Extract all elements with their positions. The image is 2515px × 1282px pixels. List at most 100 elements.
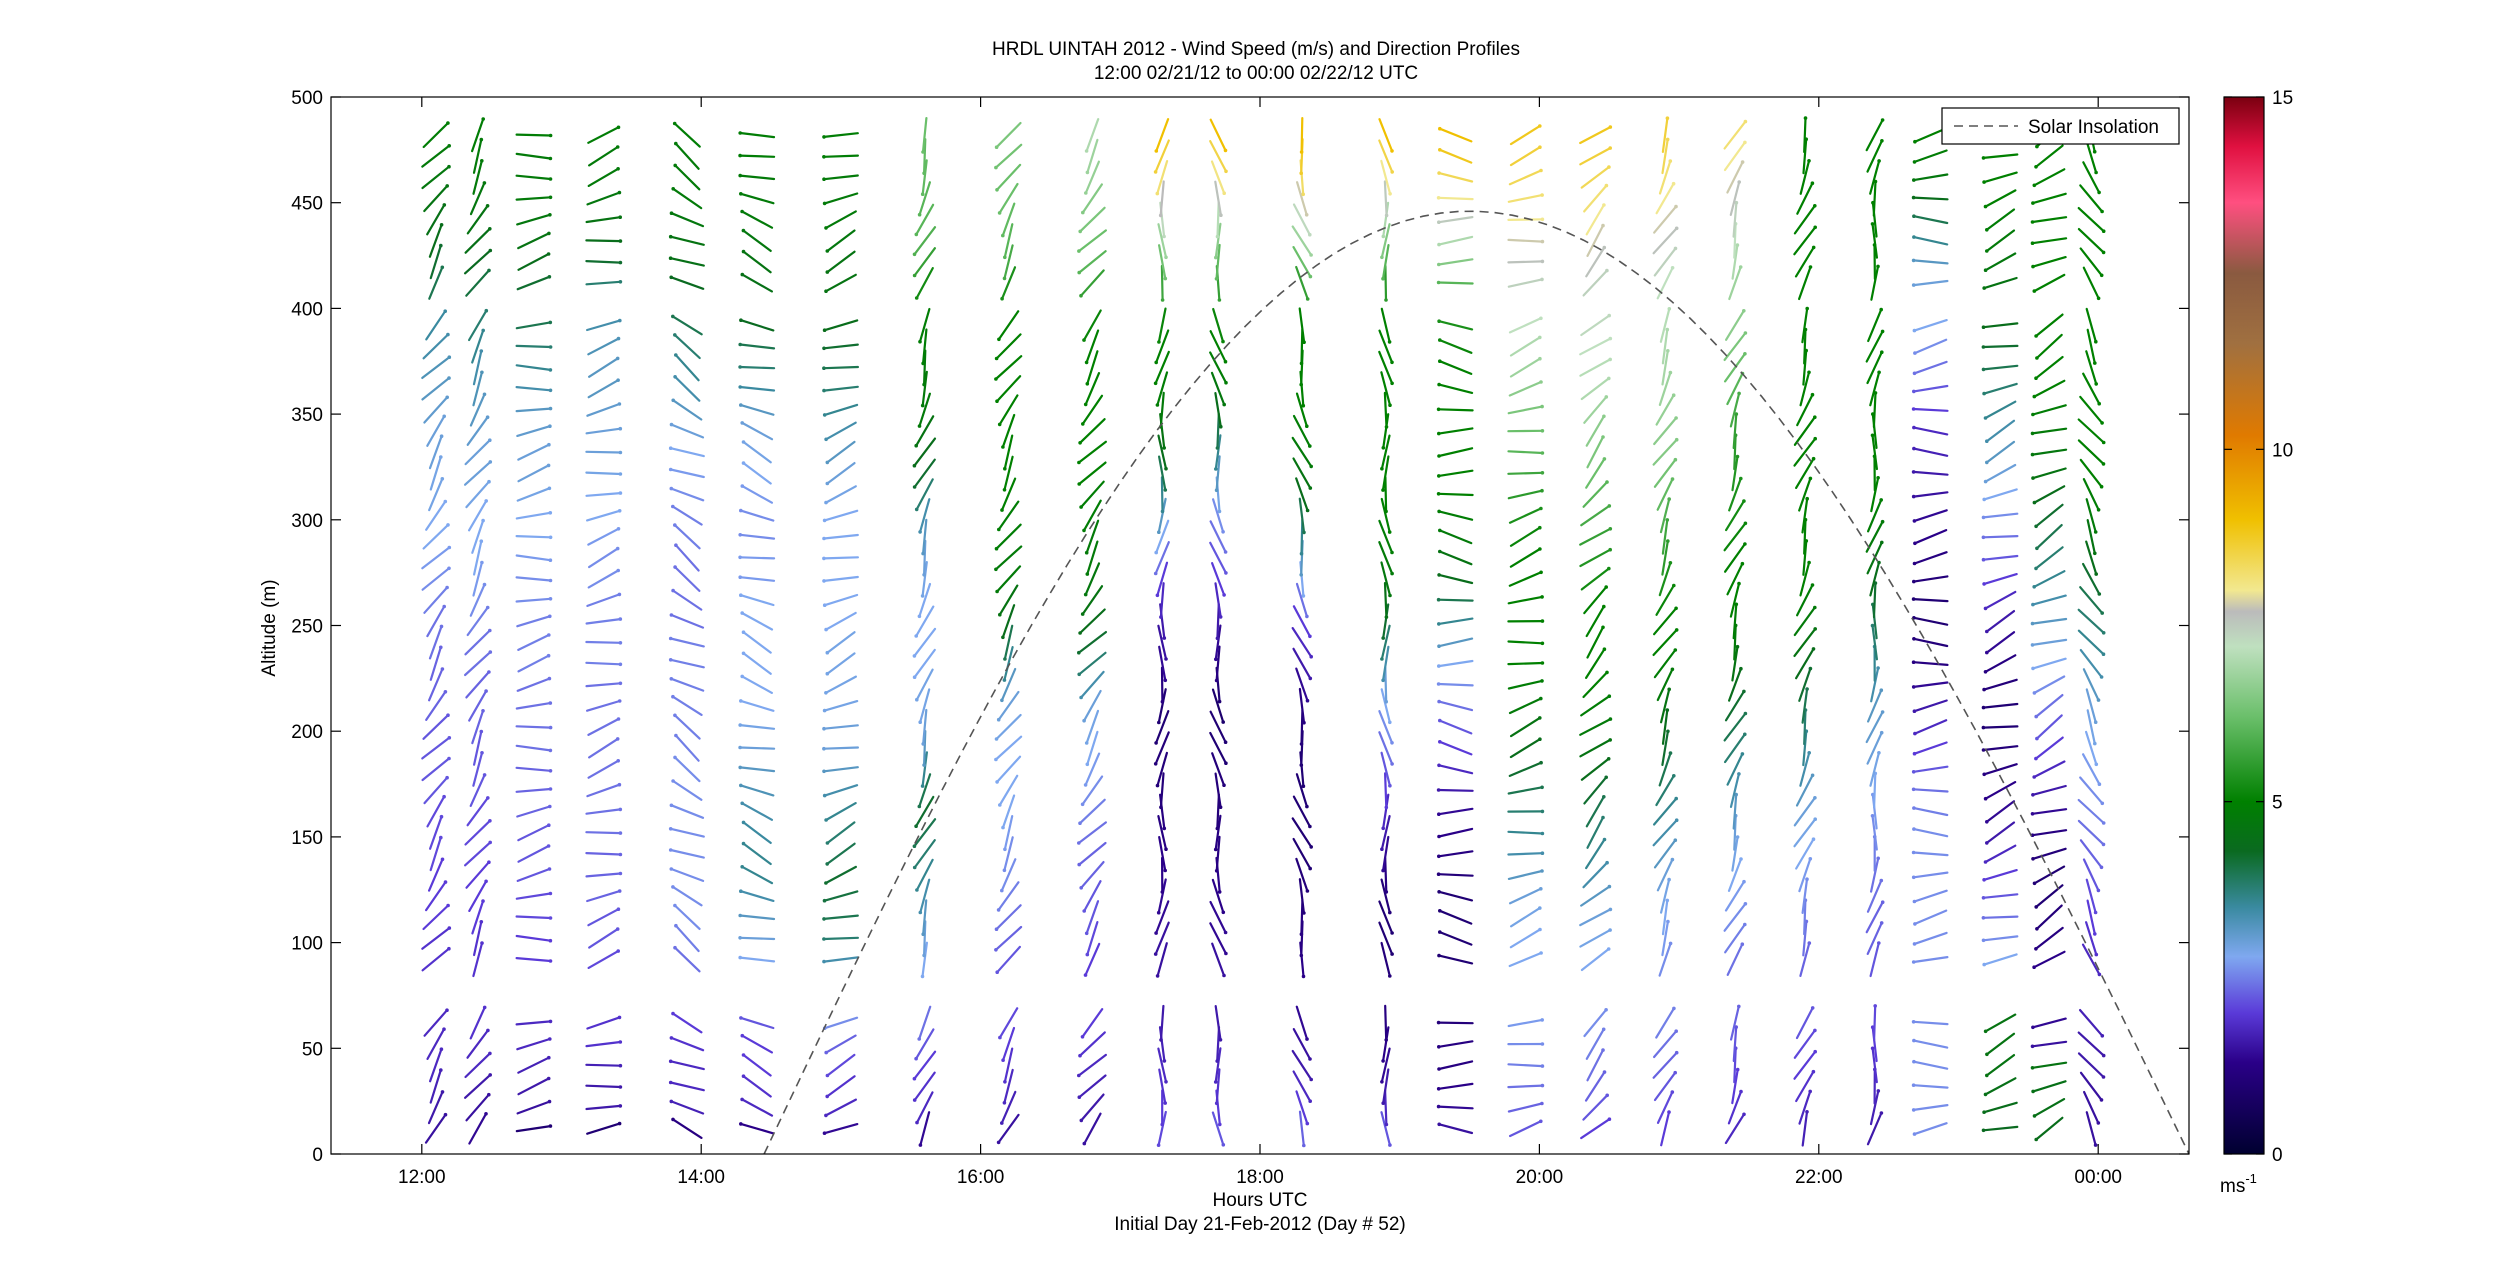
wind-vector-head [1811, 1069, 1816, 1074]
wind-vector-head [447, 736, 452, 740]
wind-vector-head [1743, 331, 1748, 335]
wind-vector [1509, 928, 1542, 949]
wind-vector [1084, 372, 1101, 406]
wind-vector [1583, 184, 1608, 213]
wind-vector [1437, 1082, 1474, 1090]
wind-vector [469, 773, 486, 808]
wind-vector-head [1743, 732, 1747, 737]
wind-vector [585, 509, 621, 522]
wind-vector-head [1982, 391, 1986, 396]
wind-vector [2032, 950, 2066, 969]
wind-vector [464, 249, 492, 275]
wind-vector-head [1912, 899, 1917, 904]
wind-vector [473, 920, 483, 957]
wind-vector-head [488, 840, 493, 845]
wind-vector [1871, 624, 1879, 661]
wind-vector-head [1668, 159, 1673, 163]
wind-vector [471, 117, 485, 153]
wind-vector [822, 956, 859, 963]
wind-vector-head [618, 1085, 623, 1089]
wind-vector [585, 831, 622, 835]
wind-vector-head [481, 328, 486, 333]
wind-vector [421, 377, 451, 401]
wind-vector [1866, 921, 1883, 956]
wind-vector-head [1222, 973, 1226, 978]
wind-vector-head [822, 201, 827, 206]
wind-vector-head [997, 422, 1002, 427]
wind-vector [826, 842, 856, 866]
wind-vector [922, 138, 927, 175]
wind-vector-head [1870, 623, 1875, 628]
wind-vector [1437, 196, 1474, 201]
wind-vector [1214, 582, 1222, 619]
wind-vector [515, 133, 552, 137]
wind-vector-head [1665, 116, 1670, 120]
wind-vector [2035, 523, 2063, 550]
wind-vector [1437, 598, 1474, 602]
wind-vector-head [1985, 1073, 1989, 1078]
wind-vector-head [1309, 654, 1313, 659]
wind-vector [1869, 159, 1881, 195]
wind-vector [1438, 148, 1473, 164]
wind-vector [1580, 757, 1610, 781]
wind-vector [1801, 1110, 1809, 1147]
wind-vector [517, 232, 551, 250]
wind-vector [1086, 540, 1099, 576]
wind-vector [742, 229, 772, 252]
wind-vector-head [1082, 909, 1086, 913]
wind-vector [918, 307, 931, 343]
wind-vector-head [2030, 220, 2035, 224]
wind-vector [425, 500, 447, 531]
wind-vector [2077, 1031, 2105, 1057]
wind-vector-head [1539, 168, 1543, 173]
wind-vector-head [616, 717, 621, 721]
wind-vector-head [548, 578, 553, 583]
wind-vector-head [669, 1036, 674, 1040]
wind-vector [1211, 752, 1226, 787]
wind-vector [1726, 161, 1744, 194]
wind-vector-head [1436, 1104, 1441, 1109]
x-tick-label: 00:00 [2074, 1167, 2122, 1188]
wind-vector-head [446, 713, 450, 717]
wind-vector [2031, 427, 2068, 435]
wind-vector-head [1305, 1037, 1309, 1041]
wind-vector [1214, 624, 1222, 661]
wind-vector [1799, 751, 1811, 787]
wind-vector [1724, 309, 1745, 341]
wind-vector [1982, 1101, 2018, 1114]
wind-vector-head [616, 527, 621, 531]
wind-vector [587, 357, 619, 378]
wind-vector [464, 841, 492, 867]
wind-vector [1872, 1004, 1877, 1042]
wind-vector [515, 152, 552, 160]
wind-vector [1078, 1074, 1107, 1099]
wind-vector [1160, 476, 1164, 513]
wind-vector [423, 396, 449, 424]
wind-vector [921, 560, 928, 598]
wind-vector-head [740, 421, 744, 425]
wind-vector-head [1605, 480, 1609, 484]
wind-vector-head [1002, 488, 1007, 492]
wind-vector [1003, 244, 1014, 280]
wind-vector [428, 667, 444, 702]
wind-vector-head [1155, 593, 1160, 598]
wind-vector [464, 1073, 492, 1099]
wind-vector [1983, 763, 2018, 776]
wind-vector-head [447, 926, 452, 930]
wind-vector [1507, 661, 1544, 666]
wind-vector [1003, 836, 1014, 872]
wind-vector [915, 478, 934, 511]
wind-vector [913, 818, 937, 848]
wind-vector [517, 633, 550, 652]
wind-vector-head [1876, 476, 1880, 480]
wind-vector [1586, 1048, 1605, 1082]
wind-vector-head [1739, 666, 1743, 671]
wind-vector-head [1540, 1083, 1545, 1088]
wind-vector-head [1911, 1083, 1916, 1087]
wind-vector-head [671, 1117, 675, 1122]
wind-vector-head [1224, 380, 1228, 385]
wind-vector [466, 1029, 489, 1059]
wind-vector-head [2093, 361, 2097, 365]
wind-vector [741, 675, 774, 695]
wind-vector-head [2100, 801, 2105, 806]
